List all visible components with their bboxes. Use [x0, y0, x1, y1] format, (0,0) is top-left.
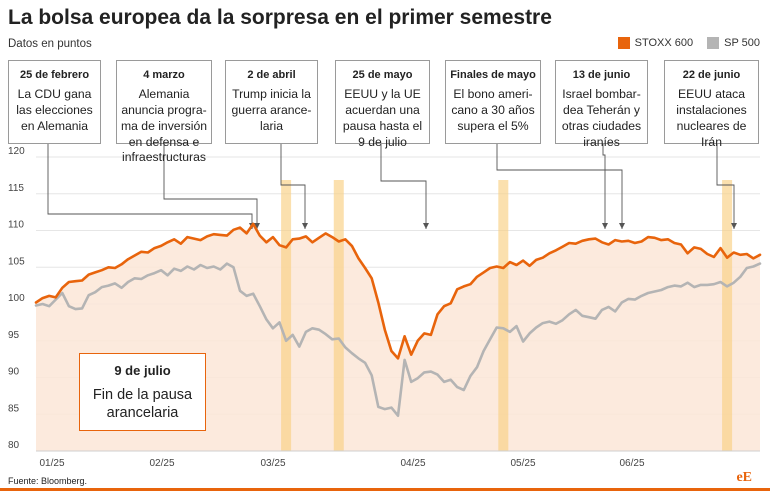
brand-logo: eE	[736, 470, 752, 485]
highlight-bar	[333, 180, 344, 451]
y-tick-label: 110	[8, 220, 24, 231]
event-box-israel: 13 de junio Israel bombar-dea Teherán y …	[555, 60, 648, 149]
connector-arrowhead	[302, 223, 308, 229]
y-tick-label: 85	[8, 403, 20, 414]
highlight-bar	[722, 180, 733, 451]
connector-line	[496, 144, 623, 229]
event-text: La CDU gana las elecciones en Alemania	[16, 87, 93, 133]
chart-subtitle: Datos en puntos	[8, 38, 92, 50]
legend: STOXX 600 SP 500	[617, 37, 760, 49]
event-box-pausa: 25 de mayo EEUU y la UE acuerdan una pau…	[335, 60, 430, 149]
y-tick-label: 120	[8, 146, 25, 157]
bottom-rule	[0, 488, 770, 491]
x-tick-label: 01/25	[39, 458, 64, 469]
event-date: 4 marzo	[143, 69, 185, 81]
stoxx600-line	[34, 222, 762, 360]
connector-arrowhead	[731, 223, 737, 229]
legend-label-sp500: SP 500	[724, 37, 760, 49]
connector-line	[602, 144, 606, 229]
legend-item-sp500: SP 500	[707, 37, 760, 49]
legend-label-stoxx600: STOXX 600	[634, 37, 694, 49]
sp500-line	[34, 262, 762, 418]
x-tick-label: 04/25	[400, 458, 425, 469]
event-text: EEUU ataca instalaciones nucleares de Ir…	[676, 87, 747, 149]
stoxx600-area	[36, 223, 760, 451]
x-tick-label: 03/25	[260, 458, 285, 469]
x-tick-label: 06/25	[619, 458, 644, 469]
connector-line	[280, 144, 306, 229]
connector-arrowhead	[254, 223, 260, 229]
x-tick-label: 02/25	[149, 458, 174, 469]
callout-date: 9 de julio	[114, 363, 171, 378]
event-date: 22 de junio	[682, 69, 741, 81]
connector-line	[380, 144, 427, 229]
event-box-iran: 22 de junio EEUU ataca instalaciones nuc…	[664, 60, 759, 149]
source-note: Fuente: Bloomberg.	[8, 476, 88, 486]
event-text: El bono ameri-cano a 30 años supera el 5…	[451, 87, 535, 133]
event-date: 25 de mayo	[352, 69, 413, 81]
connector-arrowhead	[619, 223, 625, 229]
y-tick-label: 100	[8, 293, 25, 304]
event-date: Finales de mayo	[450, 69, 536, 81]
connector-arrowhead	[602, 223, 608, 229]
event-box-bono: Finales de mayo El bono ameri-cano a 30 …	[445, 60, 541, 144]
x-tick-label: 05/25	[510, 458, 535, 469]
event-date: 25 de febrero	[19, 69, 90, 81]
event-box-alemania: 4 marzo Alemania anuncia progra-ma de in…	[116, 60, 212, 164]
event-date: 2 de abril	[247, 69, 296, 81]
connector-line	[163, 144, 258, 229]
highlight-bar	[281, 180, 292, 451]
legend-swatch-stoxx600	[617, 37, 630, 49]
highlight-bar	[498, 180, 509, 451]
event-text: Trump inicia la guerra arance-laria	[231, 87, 312, 133]
callout-text: Fin de la pausa arancelaria	[92, 387, 193, 422]
chart-title: La bolsa europea da la sorpresa en el pr…	[8, 6, 552, 29]
y-tick-label: 115	[8, 183, 24, 194]
y-tick-label: 90	[8, 367, 20, 378]
event-text: EEUU y la UE acuerdan una pausa hasta el…	[342, 87, 423, 149]
callout-box: 9 de julio Fin de la pausa arancelaria	[79, 353, 206, 431]
connector-line	[716, 144, 735, 229]
y-tick-label: 95	[8, 330, 20, 341]
event-text: Alemania anuncia progra-ma de inversión …	[120, 87, 208, 165]
y-tick-label: 80	[8, 440, 20, 451]
connector-line	[47, 144, 253, 229]
event-date: 13 de junio	[572, 69, 631, 81]
connector-arrowhead	[423, 223, 429, 229]
legend-swatch-sp500	[707, 37, 720, 49]
event-text: Israel bombar-dea Teherán y otras ciudad…	[561, 87, 642, 149]
y-tick-label: 105	[8, 256, 25, 267]
event-box-cdu: 25 de febrero La CDU gana las elecciones…	[8, 60, 101, 144]
event-box-trump: 2 de abril Trump inicia la guerra arance…	[225, 60, 318, 144]
legend-item-stoxx600: STOXX 600	[617, 37, 694, 49]
